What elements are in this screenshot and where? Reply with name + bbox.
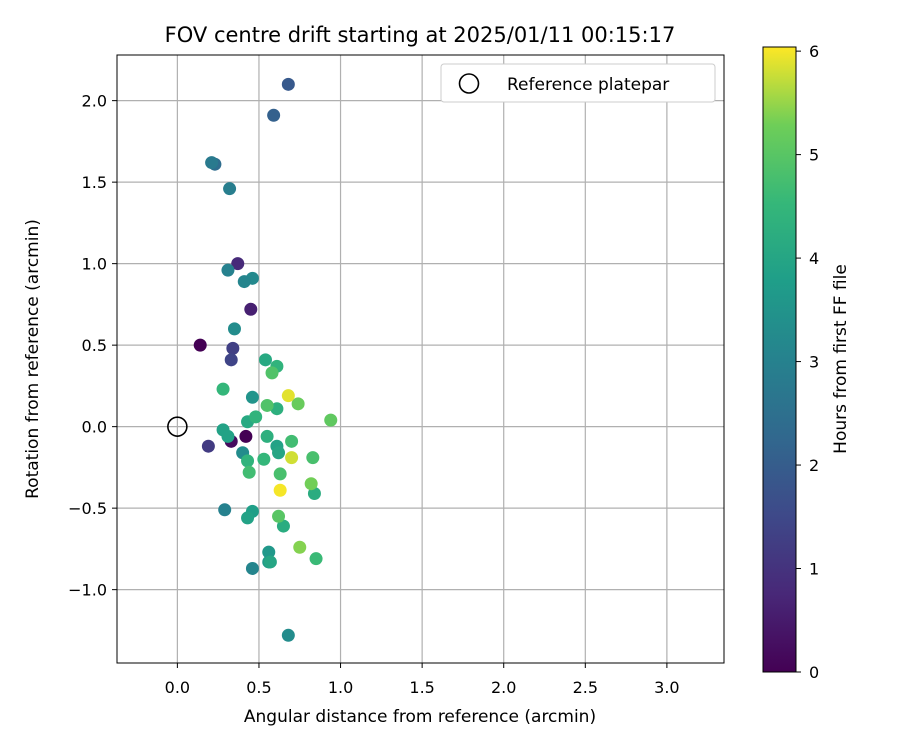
- scatter-point: [262, 545, 276, 559]
- scatter-point: [221, 429, 235, 443]
- legend: Reference platepar: [440, 63, 716, 103]
- scatter-point: [270, 402, 284, 416]
- scatter-point: [309, 552, 323, 566]
- scatter-point: [226, 341, 240, 355]
- scatter-point: [263, 555, 277, 569]
- scatter-point: [245, 390, 259, 404]
- y-tick-label: −0.5: [68, 499, 107, 518]
- scatter-point: [281, 77, 295, 91]
- scatter-point: [249, 410, 263, 424]
- scatter-point: [231, 257, 245, 271]
- scatter-point: [265, 366, 279, 380]
- y-axis-label: Rotation from reference (arcmin): [23, 219, 43, 499]
- scatter-point: [227, 322, 241, 336]
- colorbar-tick-label: 5: [809, 146, 819, 165]
- y-tick-label: 2.0: [82, 92, 107, 111]
- y-tick-label: −1.0: [68, 581, 107, 600]
- x-tick-label: 0.5: [246, 678, 271, 697]
- scatter-point: [273, 467, 287, 481]
- scatter-point: [257, 452, 271, 466]
- colorbar-tick-label: 4: [809, 249, 819, 268]
- scatter-point: [223, 182, 237, 196]
- x-tick-label: 2.5: [573, 678, 598, 697]
- y-tick-label: 1.5: [82, 173, 107, 192]
- scatter-point: [291, 397, 305, 411]
- y-tick-label: 0.5: [82, 336, 107, 355]
- plot-frame: [116, 54, 725, 664]
- grid: [117, 55, 724, 663]
- legend-reference-marker: [458, 73, 480, 94]
- x-tick-label: 1.0: [328, 678, 353, 697]
- scatter-point: [276, 519, 290, 533]
- colorbar-tick-label: 1: [809, 560, 819, 579]
- scatter-point: [201, 439, 215, 453]
- scatter-point: [221, 263, 235, 277]
- scatter-point: [258, 353, 272, 367]
- scatter-point: [224, 353, 238, 367]
- scatter-point: [307, 486, 321, 500]
- scatter-point: [205, 156, 219, 170]
- x-axis-ticks: 0.0 0.5 1.0 1.5 2.0 2.5 3.0: [165, 663, 680, 697]
- x-tick-label: 0.0: [165, 678, 190, 697]
- scatter-point: [241, 511, 255, 525]
- colorbar-ticks: 0 1 2 3 4 5 6: [796, 42, 819, 682]
- scatter-point: [273, 483, 287, 497]
- scatter-point: [272, 446, 286, 460]
- scatter-point: [304, 477, 318, 491]
- scatter-point: [306, 451, 320, 465]
- scatter-point: [260, 429, 274, 443]
- reference-platepar-marker: [167, 416, 188, 437]
- y-tick-label: 1.0: [82, 255, 107, 274]
- legend-box: [440, 63, 716, 103]
- colorbar-gradient: [762, 46, 797, 673]
- colorbar: 0 1 2 3 4 5 6 Hours from first FF file: [762, 42, 851, 682]
- scatter-point: [237, 275, 251, 289]
- scatter-point: [244, 302, 258, 316]
- scatter-point: [293, 540, 307, 554]
- scatter-point: [239, 429, 253, 443]
- chart-title: FOV centre drift starting at 2025/01/11 …: [165, 23, 676, 47]
- x-tick-label: 1.5: [409, 678, 434, 697]
- colorbar-tick-label: 0: [809, 663, 819, 682]
- scatter-point: [245, 561, 259, 575]
- legend-reference-label: Reference platepar: [507, 75, 669, 95]
- x-tick-label: 2.0: [491, 678, 516, 697]
- colorbar-tick-label: 6: [809, 42, 819, 61]
- x-axis-label: Angular distance from reference (arcmin): [244, 707, 596, 727]
- scatter-point: [324, 413, 338, 427]
- colorbar-tick-label: 3: [809, 353, 819, 372]
- scatter-point: [281, 628, 295, 642]
- scatter-point: [193, 338, 207, 352]
- scatter-point: [285, 451, 299, 465]
- scatter-point: [267, 108, 281, 122]
- y-tick-label: 0.0: [82, 418, 107, 437]
- scatter-point: [260, 398, 274, 412]
- scatter-point: [216, 382, 230, 396]
- scatter-point: [281, 389, 295, 403]
- scatter-point: [272, 509, 286, 523]
- scatter-point: [241, 454, 255, 468]
- y-axis-ticks: −1.0 −0.5 0.0 0.5 1.0 1.5 2.0: [68, 92, 117, 600]
- scatter-points: [193, 77, 338, 642]
- colorbar-label: Hours from first FF file: [831, 264, 851, 454]
- scatter-point: [242, 465, 256, 479]
- scatter-point: [285, 434, 299, 448]
- x-tick-label: 3.0: [654, 678, 679, 697]
- plot-area: 0.0 0.5 1.0 1.5 2.0 2.5 3.0 −1.0 −0.5 0.0 0.5 1.0 1…: [68, 54, 725, 697]
- scatter-point: [218, 503, 232, 517]
- colorbar-tick-label: 2: [809, 456, 819, 475]
